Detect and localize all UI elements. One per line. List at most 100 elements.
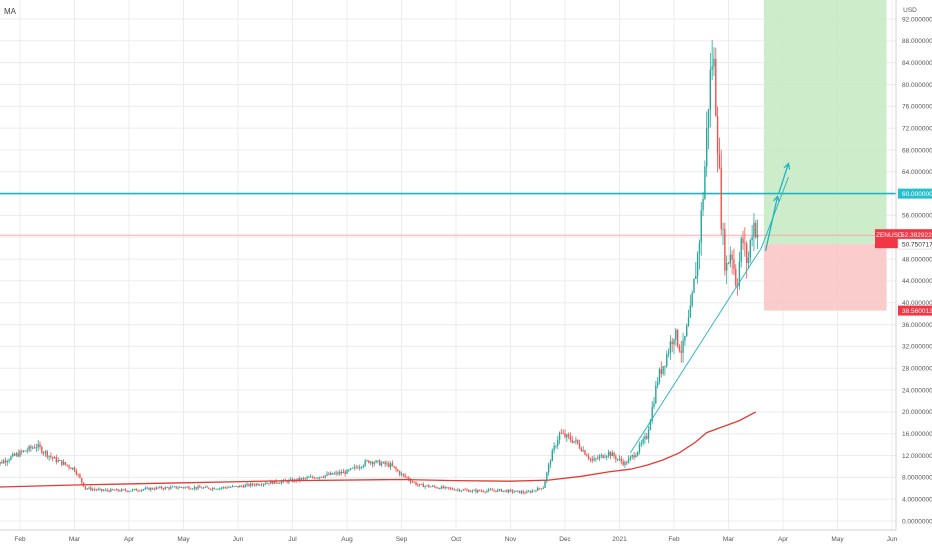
candle-body[interactable]: [707, 109, 710, 129]
candle-body[interactable]: [660, 369, 662, 374]
candle-body[interactable]: [250, 483, 252, 486]
candle-body[interactable]: [542, 487, 544, 489]
candle-body[interactable]: [166, 487, 168, 489]
candle-body[interactable]: [406, 476, 408, 478]
candle-body[interactable]: [171, 486, 174, 488]
candle-body[interactable]: [638, 444, 641, 452]
candle-body[interactable]: [393, 466, 395, 468]
candle-body[interactable]: [231, 486, 234, 488]
candle-body[interactable]: [455, 489, 457, 491]
candle-body[interactable]: [709, 69, 712, 110]
candle-body[interactable]: [21, 451, 23, 452]
candle-body[interactable]: [662, 366, 664, 374]
candle-body[interactable]: [222, 487, 225, 488]
candle-body[interactable]: [259, 484, 261, 486]
candle-body[interactable]: [411, 481, 414, 483]
candle-body[interactable]: [133, 488, 136, 490]
candle-body[interactable]: [17, 453, 19, 457]
candle-body[interactable]: [168, 487, 170, 489]
candle-body[interactable]: [589, 458, 592, 460]
candle-body[interactable]: [597, 458, 599, 460]
candle-body[interactable]: [558, 432, 561, 441]
candle-body[interactable]: [755, 222, 757, 238]
candle-body[interactable]: [28, 446, 30, 451]
candle-body[interactable]: [228, 487, 230, 489]
candle-body[interactable]: [618, 458, 621, 460]
candle-body[interactable]: [591, 458, 593, 461]
candle-body[interactable]: [388, 463, 390, 467]
candle-body[interactable]: [57, 460, 59, 462]
candle-body[interactable]: [42, 452, 45, 454]
candle-body[interactable]: [268, 482, 270, 484]
candle-body[interactable]: [141, 489, 143, 491]
candle-body[interactable]: [511, 490, 514, 493]
candle-body[interactable]: [624, 462, 626, 465]
candle-body[interactable]: [647, 429, 650, 439]
candle-body[interactable]: [333, 473, 335, 475]
candle-body[interactable]: [262, 483, 265, 485]
candle-body[interactable]: [204, 486, 206, 488]
candle-body[interactable]: [77, 474, 79, 476]
candle-body[interactable]: [195, 487, 197, 489]
candle-body[interactable]: [273, 480, 276, 484]
candle-body[interactable]: [242, 486, 245, 488]
candle-body[interactable]: [233, 486, 236, 487]
candle-body[interactable]: [420, 483, 423, 485]
candle-body[interactable]: [577, 439, 579, 444]
candle-body[interactable]: [170, 486, 172, 489]
candle-body[interactable]: [137, 490, 139, 492]
candle-body[interactable]: [277, 482, 279, 484]
candle-body[interactable]: [749, 240, 751, 258]
projection-arrow[interactable]: [764, 196, 779, 252]
candle-body[interactable]: [713, 58, 715, 67]
candle-body[interactable]: [22, 450, 25, 452]
candle-body[interactable]: [540, 488, 543, 490]
candle-body[interactable]: [124, 489, 127, 491]
candle-body[interactable]: [297, 478, 299, 481]
candle-body[interactable]: [182, 487, 185, 489]
candle-body[interactable]: [0, 462, 1, 465]
candle-body[interactable]: [224, 487, 226, 488]
candle-body[interactable]: [306, 477, 308, 479]
candle-body[interactable]: [575, 439, 577, 442]
candle-body[interactable]: [722, 229, 724, 230]
candle-body[interactable]: [144, 488, 147, 490]
candle-body[interactable]: [48, 455, 50, 457]
candle-body[interactable]: [70, 467, 72, 469]
long-position-target-zone[interactable]: [763, 0, 887, 245]
candle-body[interactable]: [502, 490, 504, 492]
candle-body[interactable]: [449, 488, 452, 489]
candle-body[interactable]: [373, 462, 375, 465]
candle-body[interactable]: [567, 434, 570, 437]
candle-body[interactable]: [733, 259, 735, 270]
candle-body[interactable]: [35, 447, 38, 449]
candle-body[interactable]: [609, 451, 612, 457]
candle-body[interactable]: [355, 466, 357, 468]
candle-body[interactable]: [55, 457, 58, 462]
candle-body[interactable]: [244, 485, 246, 488]
candle-body[interactable]: [457, 489, 459, 491]
candle-body[interactable]: [308, 477, 310, 479]
candle-body[interactable]: [424, 485, 426, 488]
candle-body[interactable]: [289, 479, 292, 481]
candle-body[interactable]: [93, 489, 96, 491]
candle-body[interactable]: [179, 486, 181, 488]
candle-body[interactable]: [237, 485, 239, 488]
candle-body[interactable]: [704, 166, 706, 199]
candle-body[interactable]: [208, 487, 210, 489]
candle-body[interactable]: [458, 489, 461, 492]
candle-body[interactable]: [566, 434, 568, 438]
candle-body[interactable]: [402, 473, 405, 476]
candle-body[interactable]: [440, 486, 443, 489]
candle-body[interactable]: [106, 489, 108, 491]
candle-body[interactable]: [88, 487, 90, 489]
candle-body[interactable]: [300, 478, 303, 481]
candle-body[interactable]: [64, 462, 67, 465]
candle-body[interactable]: [602, 454, 604, 458]
candle-body[interactable]: [437, 487, 439, 489]
candle-body[interactable]: [673, 339, 675, 345]
candle-body[interactable]: [146, 487, 148, 489]
candle-body[interactable]: [666, 354, 668, 366]
candle-body[interactable]: [629, 456, 632, 459]
candle-body[interactable]: [524, 492, 526, 494]
